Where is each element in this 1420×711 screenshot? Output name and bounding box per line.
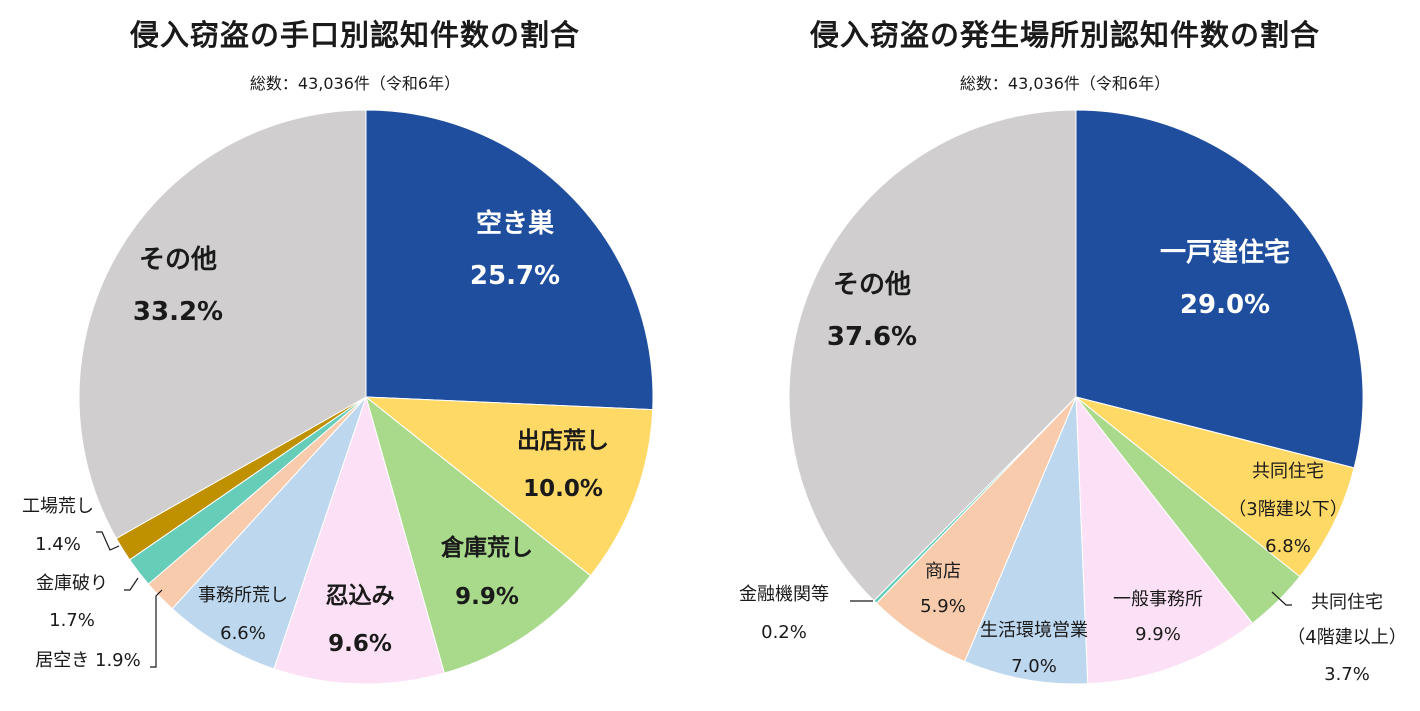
leader-line bbox=[150, 589, 163, 668]
slice-label: 生活環境営業 bbox=[980, 620, 1088, 641]
pie-slice bbox=[1075, 396, 1355, 578]
slice-label: 共同住宅 bbox=[1252, 461, 1324, 482]
slice-label: 金融機関等 bbox=[739, 584, 829, 605]
slice-value-label: 37.6% bbox=[827, 322, 917, 352]
slice-label: その他 bbox=[833, 270, 911, 300]
slice-label: 一戸建住宅 bbox=[1160, 237, 1290, 268]
pie-svg-method: 空き巣 25.7% 出店荒し 10.0% 倉庫荒し 9.9% 忍込み 9.6% 事務所荒し 6.6… bbox=[22, 109, 654, 685]
slice-value-label: 29.0% bbox=[1180, 290, 1270, 320]
leader-line bbox=[96, 531, 120, 551]
pie-slice bbox=[171, 396, 367, 670]
slice-label: 工場荒し bbox=[22, 496, 94, 517]
slice-value-label: 9.9% bbox=[1135, 624, 1181, 645]
slice-label: 一般事務所 bbox=[1113, 589, 1203, 610]
slice-label: その他 bbox=[139, 245, 217, 275]
slice-label: 共同住宅 bbox=[1311, 592, 1383, 613]
pie-slice bbox=[365, 395, 592, 674]
pie-slices bbox=[788, 109, 1364, 685]
pie-slice bbox=[364, 396, 654, 577]
pie-slice bbox=[365, 109, 654, 411]
slice-value-label: 1.4% bbox=[35, 534, 81, 555]
slice-value-label: 25.7% bbox=[470, 261, 560, 291]
slice-label: 空き巣 bbox=[476, 208, 554, 239]
pie-slice bbox=[1075, 109, 1364, 469]
pie-slice bbox=[78, 109, 367, 540]
slice-value-label: 7.0% bbox=[1011, 656, 1057, 677]
slice-label: 商店 bbox=[925, 561, 961, 582]
pie-slice bbox=[273, 395, 445, 685]
slice-value-label: 10.0% bbox=[523, 476, 603, 502]
pie-slices bbox=[78, 109, 654, 685]
pie-slice bbox=[788, 109, 1077, 602]
chart-title-location: 侵入窃盗の発生場所別認知件数の割合 bbox=[809, 18, 1320, 52]
slice-value-label: 5.9% bbox=[920, 596, 966, 617]
slice-label: 出店荒し bbox=[517, 428, 609, 454]
pie-slice bbox=[1075, 395, 1254, 685]
slice-value-label: 33.2% bbox=[133, 297, 223, 327]
pie-labels: 空き巣 25.7% 出店荒し 10.0% 倉庫荒し 9.9% 忍込み 9.6% 事務所荒し 6.6… bbox=[22, 208, 609, 671]
pie-slice bbox=[963, 396, 1089, 685]
slice-label: 金庫破り bbox=[36, 573, 108, 594]
slice-label: 事務所荒し bbox=[198, 585, 288, 606]
slice-label: 居空き 1.9% bbox=[35, 650, 140, 671]
chart-title-method: 侵入窃盗の手口別認知件数の割合 bbox=[129, 18, 580, 52]
slice-value-label: 1.7% bbox=[49, 610, 95, 631]
pie-svg-location: 一戸建住宅 29.0% 共同住宅 （3階建以下） 6.8% 共同住宅 （4階建以上） 3.7%… bbox=[739, 109, 1407, 685]
pie-chart-method: 侵入窃盗の手口別認知件数の割合 総数：43,036件（令和6年） 空き巣 25.7… bbox=[22, 18, 654, 685]
leader-line bbox=[1271, 591, 1292, 606]
slice-value-label: 6.8% bbox=[1265, 536, 1311, 557]
slice-value-label: 3.7% bbox=[1324, 664, 1370, 685]
chart-subtitle-method: 総数：43,036件（令和6年） bbox=[249, 74, 461, 93]
slice-value-label: 0.2% bbox=[761, 622, 807, 643]
pie-chart-location: 侵入窃盗の発生場所別認知件数の割合 総数：43,036件（令和6年） 一戸建住宅… bbox=[710, 0, 1420, 711]
slice-label: 忍込み bbox=[326, 583, 395, 609]
slice-value-label: 9.6% bbox=[328, 631, 392, 657]
slice-value-label: 9.9% bbox=[455, 584, 519, 610]
chart-subtitle-location: 総数：43,036件（令和6年） bbox=[959, 74, 1171, 93]
slice-value-label: 6.6% bbox=[220, 623, 266, 644]
leader-line bbox=[124, 577, 139, 591]
pie-labels: 一戸建住宅 29.0% 共同住宅 （3階建以下） 6.8% 共同住宅 （4階建以上） 3.7%… bbox=[739, 237, 1407, 685]
slice-label: 倉庫荒し bbox=[440, 534, 533, 561]
slice-label: （4階建以上） bbox=[1287, 627, 1406, 648]
slice-label: （3階建以下） bbox=[1228, 499, 1347, 520]
